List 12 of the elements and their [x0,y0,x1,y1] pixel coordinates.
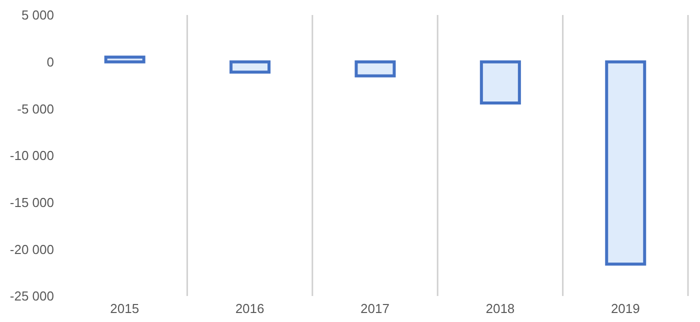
x-tick-label: 2015 [110,301,140,316]
y-tick-label: 0 [46,54,54,70]
y-tick-label: -5 000 [17,101,54,116]
y-tick-label: -25 000 [10,288,54,304]
x-tick-label: 2016 [235,301,264,316]
y-tick-label: -10 000 [10,148,54,164]
y-tick-label: -15 000 [10,194,54,210]
y-tick-label: 5 000 [21,8,54,23]
x-tick-label: 2017 [360,301,390,316]
y-tick-label: -20 000 [10,242,54,257]
x-tick-label: 2019 [610,301,640,316]
x-tick-label: 2018 [486,301,515,316]
